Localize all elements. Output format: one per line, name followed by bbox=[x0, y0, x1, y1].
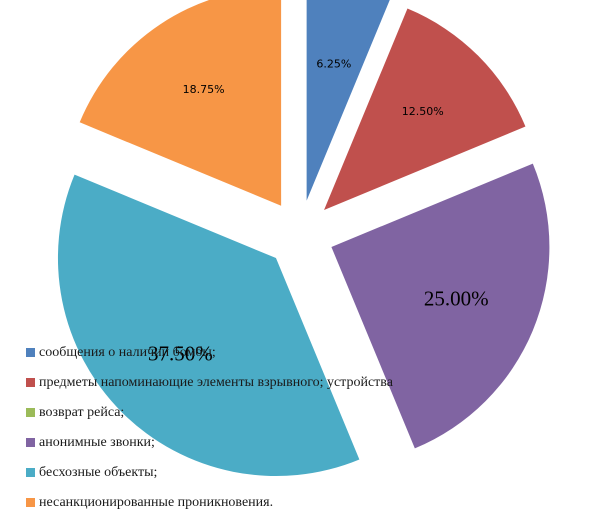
pie-slice bbox=[331, 163, 550, 449]
legend-item: несанкционированные проникновения. bbox=[26, 493, 393, 523]
data-label: 6.25% bbox=[316, 57, 351, 70]
legend-item: бесхозные объекты; bbox=[26, 463, 393, 493]
legend-swatch bbox=[26, 438, 35, 447]
legend-label: анонимные звонки; bbox=[39, 435, 155, 450]
legend-item: предметы напоминающие элементы взрывного… bbox=[26, 373, 393, 403]
pie-slice bbox=[324, 8, 526, 210]
legend-label: сообщения о наличии бомбы; bbox=[39, 345, 216, 360]
data-label: 18.75% bbox=[183, 83, 225, 96]
legend-item: анонимные звонки; bbox=[26, 433, 393, 463]
data-label: 12.50% bbox=[402, 105, 444, 118]
legend-swatch bbox=[26, 378, 35, 387]
legend-label: бесхозные объекты; bbox=[39, 465, 158, 480]
legend-label: возврат рейса; bbox=[39, 405, 125, 420]
legend-swatch bbox=[26, 468, 35, 477]
pie-slice bbox=[79, 0, 282, 206]
legend-label: предметы напоминающие элементы взрывного… bbox=[39, 375, 393, 390]
legend-swatch bbox=[26, 348, 35, 357]
pie-slice bbox=[306, 0, 390, 201]
legend-swatch bbox=[26, 498, 35, 507]
legend-swatch bbox=[26, 408, 35, 417]
legend-item: сообщения о наличии бомбы; bbox=[26, 343, 393, 373]
pie-slice bbox=[57, 174, 360, 477]
legend-label: несанкционированные проникновения. bbox=[39, 495, 274, 510]
data-label: 25.00% bbox=[424, 287, 489, 311]
legend-item: возврат рейса; bbox=[26, 403, 393, 433]
chart-legend: сообщения о наличии бомбы; предметы напом… bbox=[26, 343, 393, 523]
data-label: 37.50% bbox=[148, 342, 213, 366]
